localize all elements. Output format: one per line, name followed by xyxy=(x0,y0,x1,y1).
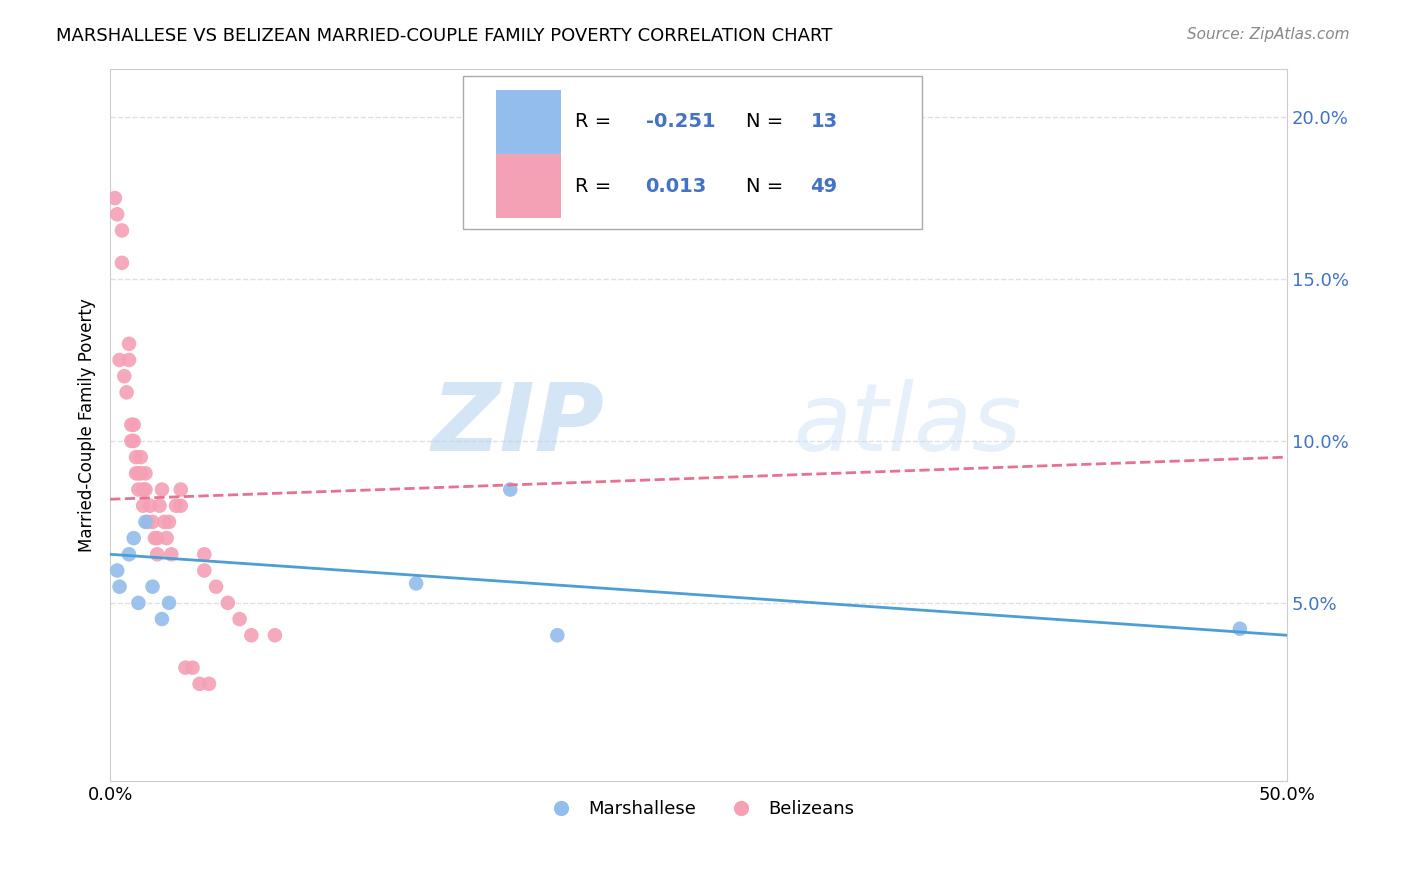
Point xyxy=(120,434,142,448)
Point xyxy=(134,483,156,497)
Point xyxy=(129,467,152,481)
Text: 49: 49 xyxy=(810,177,838,195)
Point xyxy=(111,256,134,270)
Point xyxy=(136,515,159,529)
Point xyxy=(115,385,138,400)
Point xyxy=(264,628,287,642)
Text: 0.013: 0.013 xyxy=(645,177,707,195)
Text: MARSHALLESE VS BELIZEAN MARRIED-COUPLE FAMILY POVERTY CORRELATION CHART: MARSHALLESE VS BELIZEAN MARRIED-COUPLE F… xyxy=(56,27,832,45)
Text: 13: 13 xyxy=(810,112,838,131)
Text: Source: ZipAtlas.com: Source: ZipAtlas.com xyxy=(1187,27,1350,42)
Point xyxy=(122,434,145,448)
Point xyxy=(141,515,163,529)
Point xyxy=(125,450,148,464)
Text: -0.251: -0.251 xyxy=(645,112,716,131)
Legend: Marshallese, Belizeans: Marshallese, Belizeans xyxy=(536,793,862,825)
Point xyxy=(132,483,155,497)
Point xyxy=(499,483,522,497)
Y-axis label: Married-Couple Family Poverty: Married-Couple Family Poverty xyxy=(79,298,96,551)
Text: N =: N = xyxy=(745,112,789,131)
Point xyxy=(118,336,141,351)
Point xyxy=(127,596,149,610)
Point xyxy=(153,515,176,529)
Point xyxy=(157,515,180,529)
Point xyxy=(170,499,193,513)
Text: R =: R = xyxy=(575,177,617,195)
Point xyxy=(134,515,156,529)
Point xyxy=(228,612,250,626)
Text: R =: R = xyxy=(575,112,617,131)
Text: N =: N = xyxy=(745,177,789,195)
Point xyxy=(112,369,135,384)
Text: atlas: atlas xyxy=(793,379,1021,470)
Point xyxy=(146,531,169,545)
Point xyxy=(127,467,149,481)
Point xyxy=(405,576,427,591)
Point xyxy=(188,677,211,691)
Point xyxy=(118,353,141,368)
Point xyxy=(120,417,142,432)
Point xyxy=(193,564,215,578)
Point xyxy=(127,483,149,497)
Point xyxy=(157,596,180,610)
Text: ZIP: ZIP xyxy=(432,379,605,471)
Point xyxy=(134,467,156,481)
Point xyxy=(141,580,163,594)
Point xyxy=(139,499,162,513)
Point xyxy=(150,612,173,626)
Point xyxy=(118,547,141,561)
Point xyxy=(174,660,197,674)
Point xyxy=(217,596,239,610)
Point xyxy=(129,450,152,464)
Point xyxy=(205,580,228,594)
Point xyxy=(1229,622,1251,636)
Point xyxy=(240,628,263,642)
Point xyxy=(143,531,166,545)
Point xyxy=(111,223,134,237)
Point xyxy=(125,467,148,481)
Point xyxy=(160,547,183,561)
Point xyxy=(198,677,221,691)
Bar xyxy=(496,90,561,154)
Point xyxy=(156,531,179,545)
Point xyxy=(122,417,145,432)
Point xyxy=(165,499,187,513)
Bar xyxy=(496,154,561,219)
Point xyxy=(193,547,215,561)
Point xyxy=(108,580,131,594)
Point xyxy=(181,660,204,674)
FancyBboxPatch shape xyxy=(463,76,922,229)
Point xyxy=(150,483,173,497)
Point xyxy=(170,483,193,497)
Point xyxy=(146,547,169,561)
Point xyxy=(105,207,128,221)
Point xyxy=(108,353,131,368)
Point xyxy=(105,564,128,578)
Point xyxy=(122,531,145,545)
Point xyxy=(104,191,127,205)
Point xyxy=(546,628,568,642)
Point xyxy=(132,499,155,513)
Point xyxy=(149,499,172,513)
